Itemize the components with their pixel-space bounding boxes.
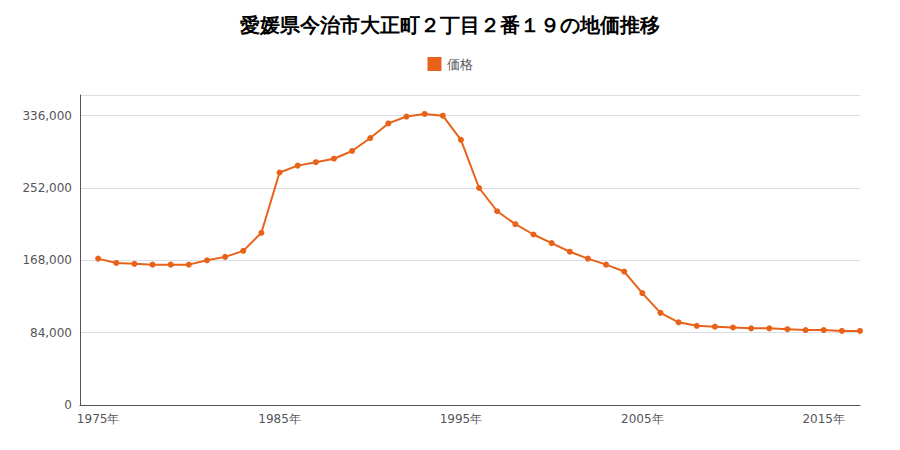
svg-text:1995年: 1995年: [440, 412, 483, 426]
svg-text:168,000: 168,000: [22, 253, 72, 267]
svg-text:愛媛県今治市大正町２丁目２番１９の地価推移: 愛媛県今治市大正町２丁目２番１９の地価推移: [240, 13, 660, 37]
svg-text:84,000: 84,000: [30, 326, 72, 340]
svg-text:価格: 価格: [447, 57, 473, 72]
svg-text:336,000: 336,000: [22, 109, 72, 123]
svg-text:1975年: 1975年: [77, 412, 120, 426]
svg-text:1985年: 1985年: [258, 412, 301, 426]
svg-text:252,000: 252,000: [22, 181, 72, 195]
svg-text:2005年: 2005年: [621, 412, 664, 426]
svg-text:0: 0: [64, 398, 72, 412]
svg-text:2015年: 2015年: [802, 412, 845, 426]
